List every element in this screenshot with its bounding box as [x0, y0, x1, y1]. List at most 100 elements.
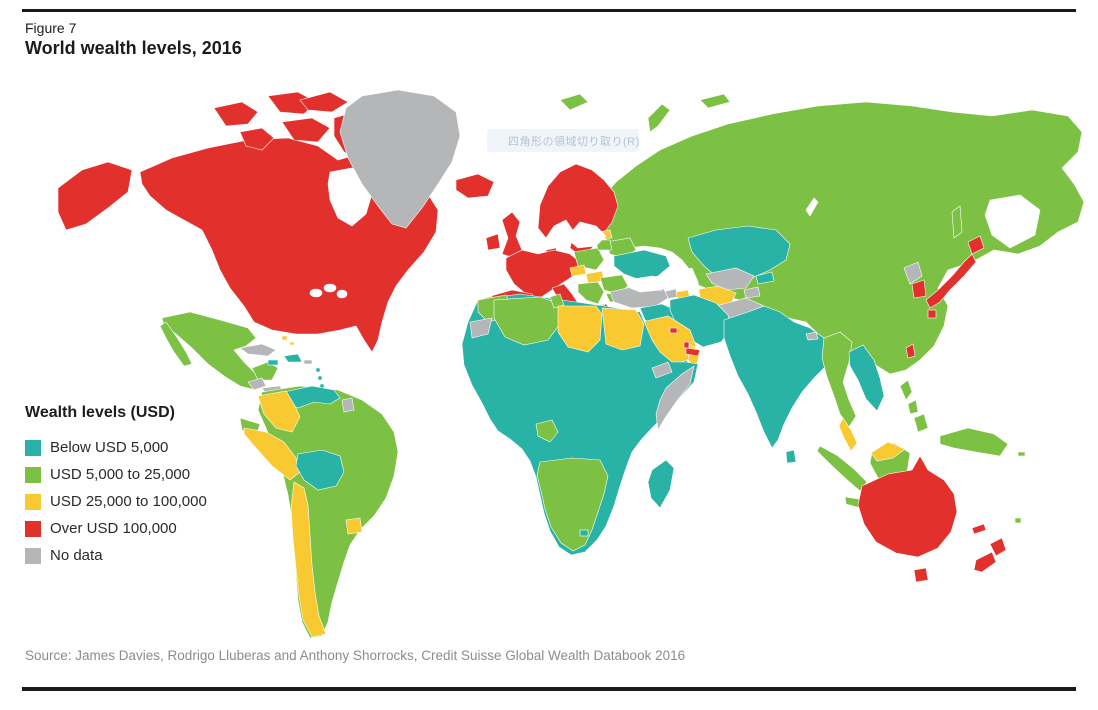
region-jamaica [267, 359, 279, 366]
region-north-korea [903, 261, 923, 285]
page-title: World wealth levels, 2016 [25, 38, 242, 58]
region-yucatan [251, 361, 279, 381]
region-bolivia [295, 449, 345, 491]
region-arctic-island-4 [239, 127, 275, 151]
region-cuba [239, 343, 277, 357]
legend-item-below-5k: Below USD 5,000 [25, 434, 255, 461]
region-antilles-2 [317, 375, 323, 381]
region-honshu [925, 253, 977, 309]
baltic-sea [565, 221, 607, 249]
region-balkans [577, 281, 605, 305]
region-tunisia [549, 293, 565, 309]
legend-swatch-5k-25k [25, 466, 41, 483]
region-uzbekistan [705, 267, 755, 291]
region-svalbard [559, 93, 589, 111]
region-fiji [1014, 517, 1022, 524]
region-greenland [339, 89, 461, 229]
region-gabon-congo [535, 419, 559, 443]
legend-item-25k-100k: USD 25,000 to 100,000 [25, 488, 255, 515]
region-tasmania [913, 567, 929, 583]
legend-label: USD 25,000 to 100,000 [50, 493, 207, 510]
region-south-korea [911, 279, 927, 299]
region-peru [243, 427, 301, 481]
region-nz-north [989, 537, 1007, 557]
region-lesotho [579, 529, 589, 537]
legend-label: Over USD 100,000 [50, 520, 177, 537]
region-eritrea [651, 361, 673, 379]
region-philippines-1 [899, 379, 913, 401]
region-hispaniola [283, 353, 303, 363]
region-madagascar [647, 459, 675, 509]
region-africa-base [461, 293, 699, 556]
legend-item-over-100k: Over USD 100,000 [25, 515, 255, 542]
region-southern-africa [536, 457, 609, 552]
legend-title: Wealth levels (USD) [25, 404, 175, 421]
region-africa [461, 293, 699, 556]
region-solomons [1017, 451, 1026, 457]
region-uruguay [345, 517, 363, 535]
region-algeria [493, 296, 561, 346]
region-egypt [601, 307, 645, 351]
legend-item-5k-25k: USD 5,000 to 25,000 [25, 461, 255, 488]
region-bahamas-1 [281, 335, 288, 341]
region-west-europe [505, 249, 581, 299]
region-somalia [655, 365, 695, 431]
region-arctic-russia-isles [699, 93, 731, 109]
great-lake-2 [323, 283, 337, 293]
region-australia [857, 455, 958, 558]
region-east-asia [903, 235, 985, 359]
region-ukraine [613, 249, 671, 281]
region-qatar [683, 341, 690, 349]
region-philippines-3 [913, 413, 929, 433]
region-central-asia [661, 225, 791, 331]
sea-of-okhotsk [984, 194, 1041, 249]
region-antilles-1 [315, 367, 321, 373]
region-uk [501, 211, 523, 259]
tooltip-text: 四角形の領域切り取り(R) [508, 135, 640, 148]
region-baja [159, 321, 193, 367]
region-malaysia [838, 417, 858, 452]
legend-label: USD 5,000 to 25,000 [50, 466, 191, 483]
legend-swatch-over-100k [25, 520, 41, 537]
top-rule [22, 9, 1076, 12]
region-guatemala [247, 377, 267, 391]
region-puerto-rico [303, 359, 313, 365]
region-kuwait [669, 327, 678, 334]
region-colombia [257, 390, 301, 433]
region-arctic-island-3 [281, 117, 331, 143]
region-bahamas-2 [289, 341, 295, 346]
region-new-caledonia [971, 523, 987, 535]
region-bhutan [805, 331, 819, 341]
region-chile [290, 481, 327, 638]
map-legend: Wealth levels (USD) Below USD 5,000 USD … [25, 404, 255, 569]
region-eurasia [559, 93, 1085, 375]
region-tajikistan [743, 286, 761, 299]
region-vietnam-laos [848, 344, 885, 412]
region-south-america [239, 385, 399, 639]
region-western-sahara [469, 317, 493, 339]
region-myanmar-thailand [821, 331, 857, 428]
great-lake-1 [309, 288, 323, 298]
source-citation: Source: James Davies, Rodrigo Lluberas a… [25, 648, 686, 663]
region-borneo-malaysia [870, 441, 906, 462]
region-nz-south [973, 551, 997, 573]
region-sumatra [816, 445, 868, 492]
region-taiwan [905, 343, 916, 359]
snipping-tool-tooltip: 四角形の領域切り取り(R) [487, 129, 639, 152]
region-north-america [57, 89, 461, 421]
region-oceania [857, 427, 1026, 583]
legend-swatch-25k-100k [25, 493, 41, 510]
legend-swatch-no-data [25, 547, 41, 564]
legend-label: Below USD 5,000 [50, 439, 169, 456]
great-lake-3 [336, 289, 348, 299]
region-sri-lanka [785, 449, 797, 464]
figure-number: Figure 7 [25, 20, 77, 36]
region-india-pakistan [723, 305, 833, 449]
region-philippines-2 [907, 399, 919, 415]
region-ireland [485, 233, 501, 251]
region-kazakhstan [687, 225, 791, 285]
region-new-guinea [939, 427, 1009, 457]
region-hokkaido [967, 235, 985, 255]
